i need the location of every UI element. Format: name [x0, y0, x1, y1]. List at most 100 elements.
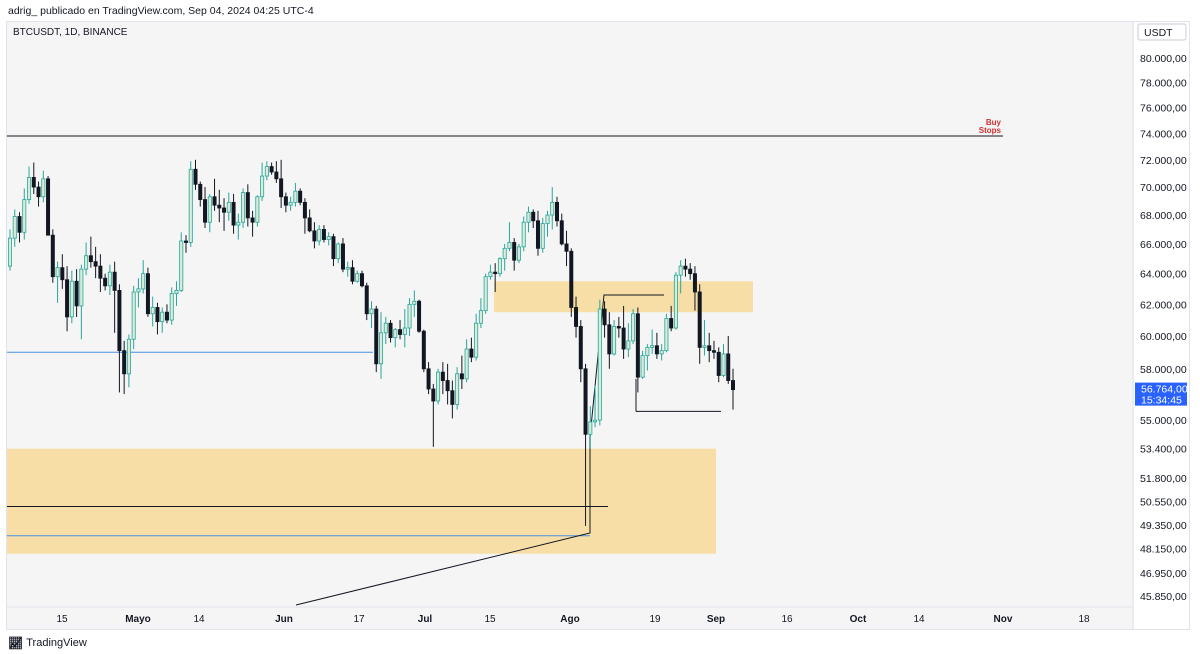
candle-body [298, 190, 303, 203]
x-tick-label: Mayo [125, 614, 151, 625]
candle-body [502, 247, 507, 260]
x-tick-label: 15 [56, 614, 68, 625]
candle-body [317, 228, 322, 242]
candle-body [379, 332, 384, 365]
x-tick-label: 19 [649, 614, 661, 625]
y-tick-label: 70.000,00 [1140, 182, 1187, 194]
candle-body [31, 177, 36, 188]
y-tick-label: 80.000,00 [1140, 53, 1187, 65]
candle-body [593, 419, 598, 423]
candle-body [279, 178, 284, 198]
publisher-header: adrig_ publicado en TradingView.com, Sep… [8, 5, 314, 17]
y-tick-label: 46.950,00 [1140, 568, 1187, 580]
tradingview-logo-icon: 📈︎ [8, 636, 23, 650]
candle-body [150, 307, 155, 315]
candle-body [126, 338, 131, 375]
candle-body [160, 311, 165, 323]
candle-body [107, 271, 112, 287]
candle-body [721, 353, 726, 376]
candle-body [426, 368, 431, 390]
candle-body [302, 201, 307, 219]
candle-body [112, 271, 117, 291]
candle-body [702, 345, 707, 348]
candle-body [583, 368, 588, 435]
x-tick-label: Jul [418, 614, 433, 625]
candle-body [69, 280, 74, 318]
candle-body [55, 267, 60, 278]
annotation-label: Buy [986, 118, 1002, 127]
last-price-label: 56.764,00 [1141, 384, 1188, 396]
candle-body [550, 201, 555, 216]
candle-body [440, 371, 445, 381]
candle-body [597, 308, 602, 421]
candle-body [602, 308, 607, 326]
candle-body [264, 166, 269, 177]
candle-body [260, 175, 265, 198]
candle-body [621, 327, 626, 350]
candles [7, 159, 736, 526]
candle-body [212, 196, 217, 206]
candle-body [174, 290, 179, 294]
candle-body [312, 230, 317, 242]
candle-body [350, 267, 355, 282]
candle-body [669, 318, 674, 329]
candle-body [145, 273, 150, 315]
candle-body [731, 380, 736, 391]
candle-body [293, 190, 298, 203]
candle-body [136, 288, 141, 293]
candle-body [321, 228, 326, 240]
candle-body [507, 242, 512, 249]
candle-body [402, 327, 407, 335]
candle-body [459, 373, 464, 380]
candle-body [50, 234, 55, 278]
candle-body [478, 310, 483, 324]
currency-box [1137, 23, 1187, 41]
candle-body [369, 308, 374, 315]
candle-body [654, 345, 659, 355]
y-tick-label: 78.000,00 [1140, 77, 1187, 89]
demand-zone [7, 448, 716, 554]
x-tick-label: 16 [781, 614, 793, 625]
candle-body [122, 350, 127, 375]
candle-body [207, 196, 212, 223]
candle-body [250, 217, 255, 223]
candle-body [98, 265, 103, 279]
y-tick-label: 55.000,00 [1140, 415, 1187, 427]
y-tick-label: 66.000,00 [1140, 239, 1187, 251]
candle-body [497, 258, 502, 275]
candle-body [417, 300, 422, 332]
y-tick-label: 48.150,00 [1140, 544, 1187, 556]
candle-body [383, 322, 388, 334]
candle-body [564, 243, 569, 252]
candle-body [678, 265, 683, 276]
candle-body [469, 348, 474, 358]
x-tick-label: 14 [913, 614, 925, 625]
candle-body [516, 246, 521, 261]
x-tick-label: Nov [994, 614, 1013, 625]
candle-body [288, 201, 293, 206]
candle-body [193, 168, 198, 185]
candle-body [588, 421, 593, 435]
candle-body [535, 220, 540, 249]
candle-body [436, 371, 441, 402]
candle-body [521, 221, 526, 248]
candle-body [659, 350, 664, 355]
price-axis-bg [1134, 22, 1189, 629]
candle-body [664, 318, 669, 352]
annotation-label: Stops [979, 126, 1002, 135]
candle-body [697, 291, 702, 348]
candle-body [331, 236, 336, 260]
candle-body [716, 351, 721, 376]
candle-body [255, 196, 260, 223]
candle-body [569, 250, 574, 308]
candle-body [131, 291, 136, 340]
candle-body [103, 277, 108, 287]
currency-label: USDT [1144, 27, 1173, 39]
candle-body [488, 271, 493, 278]
candle-body [707, 345, 712, 352]
x-tick-label: 15 [484, 614, 496, 625]
candle-body [526, 211, 531, 223]
candle-body [412, 300, 417, 305]
candle-body [79, 268, 84, 307]
